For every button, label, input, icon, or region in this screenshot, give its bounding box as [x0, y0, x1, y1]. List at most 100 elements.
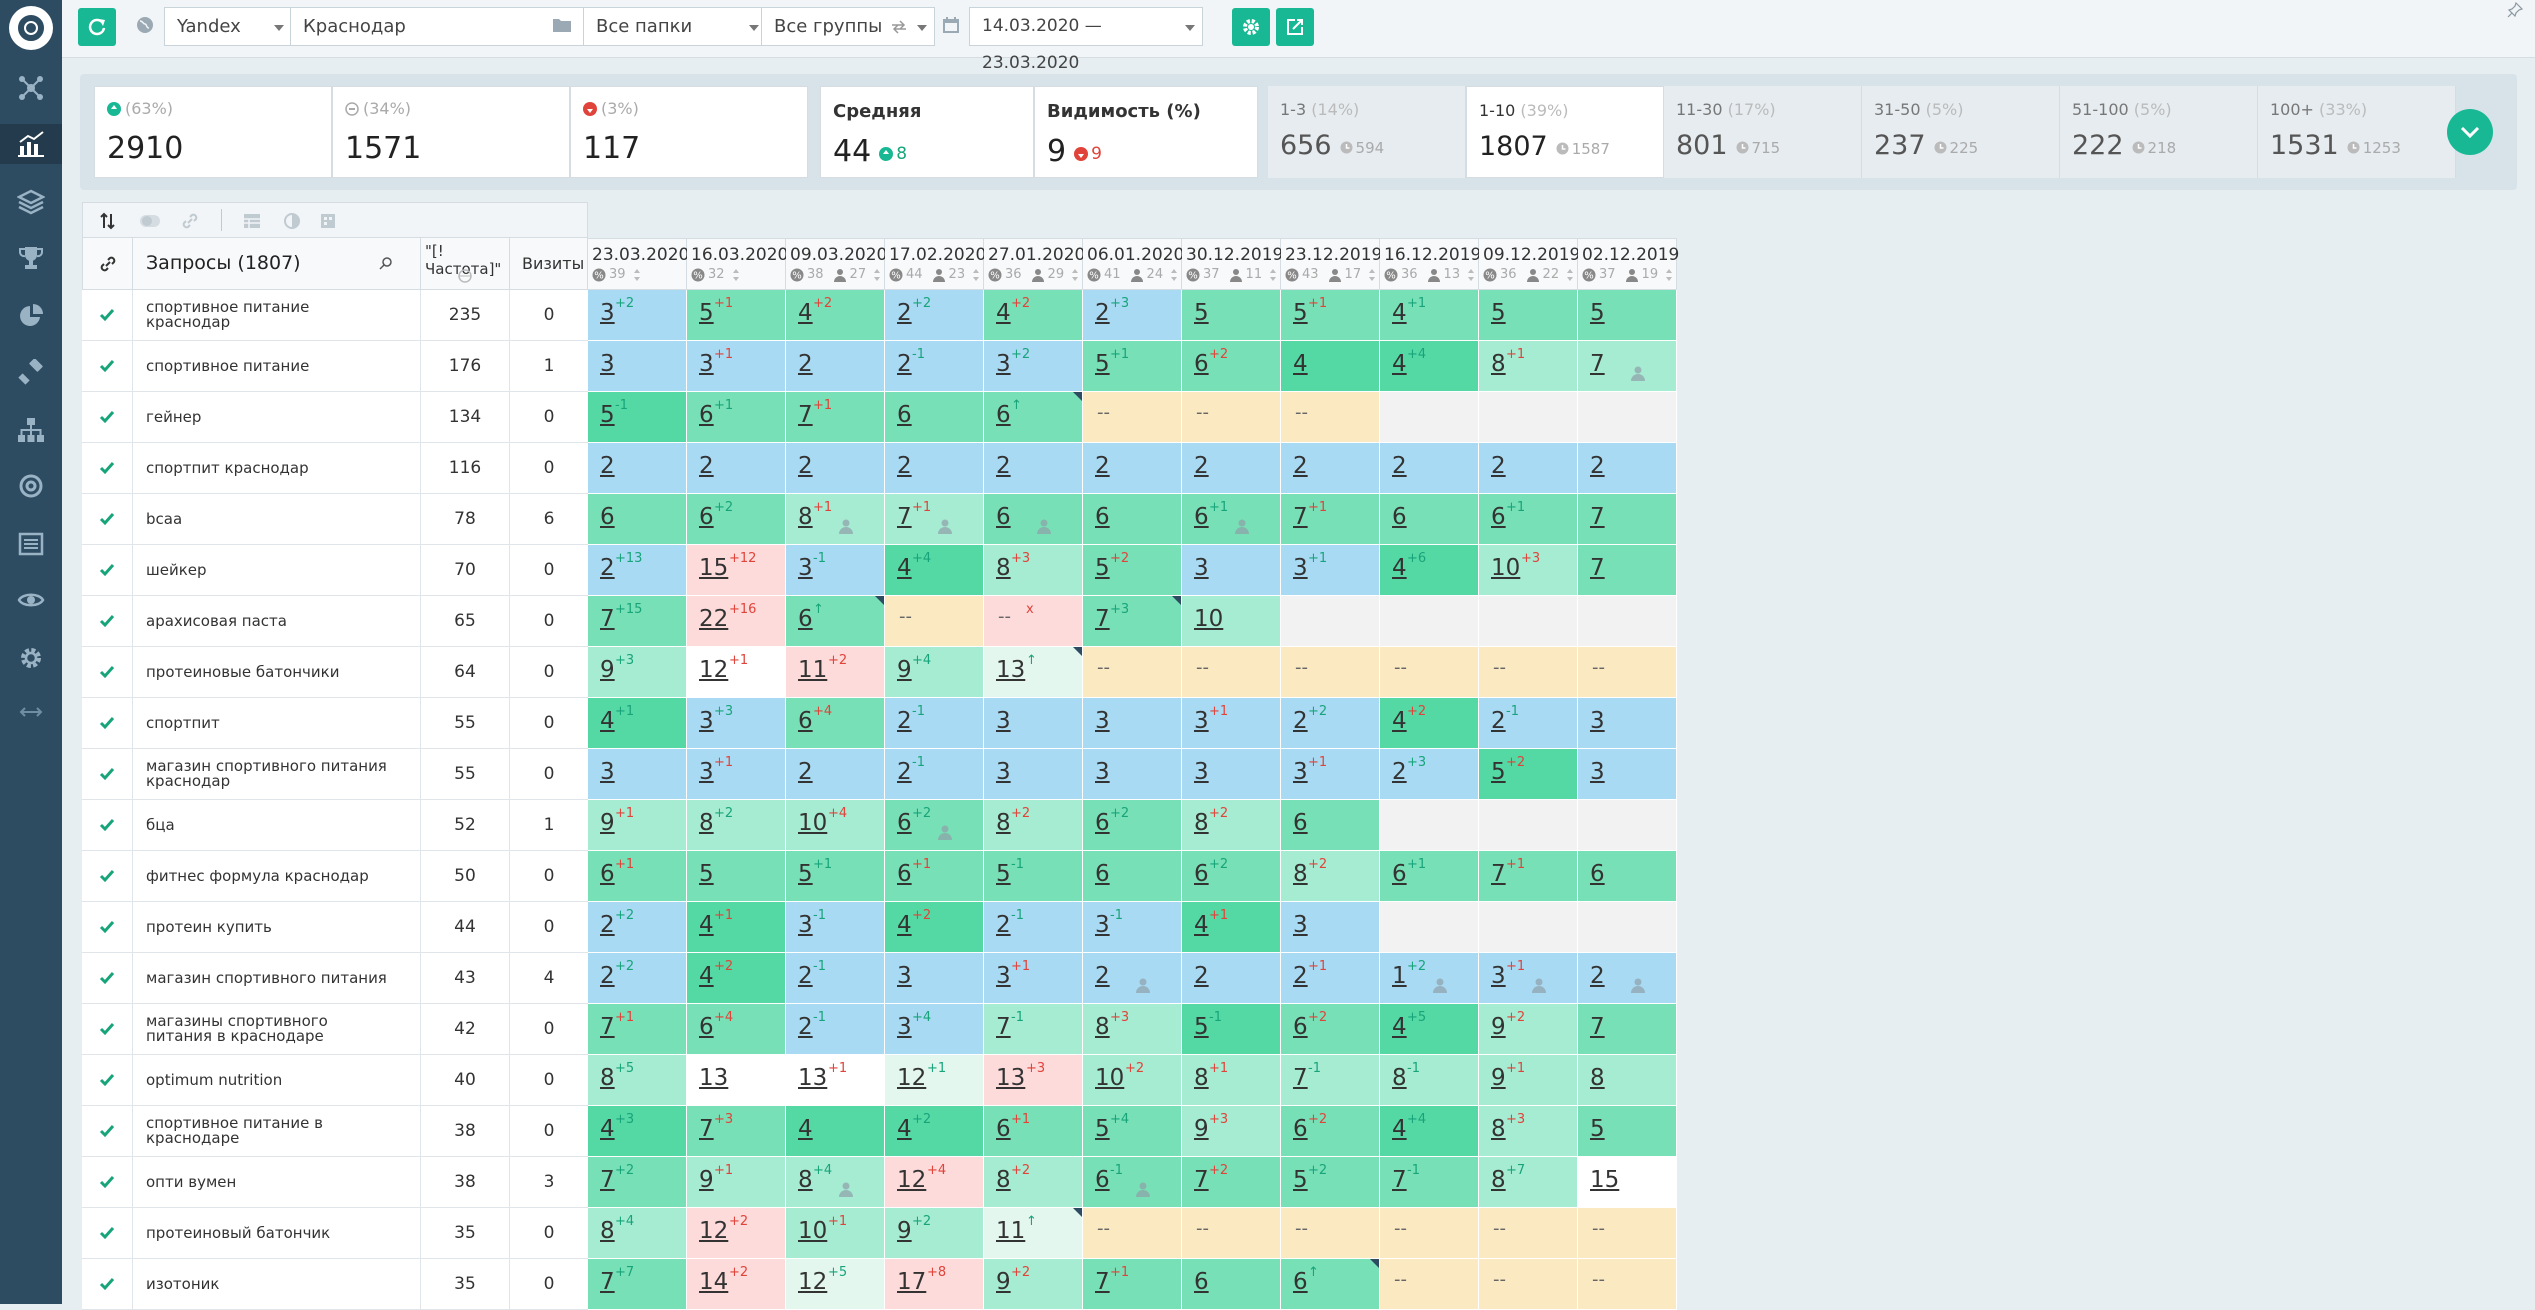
- position-cell[interactable]: 3 -1: [786, 545, 885, 596]
- trophy-icon[interactable]: [11, 238, 51, 278]
- position-cell[interactable]: 11 +2: [786, 647, 885, 698]
- position-value[interactable]: 6: [897, 402, 912, 428]
- position-value[interactable]: 7: [600, 1167, 615, 1193]
- position-cell[interactable]: 9 +2: [1479, 1004, 1578, 1055]
- position-cell[interactable]: 8 +4: [786, 1157, 885, 1208]
- position-cell[interactable]: 4 +4: [885, 545, 984, 596]
- position-cell[interactable]: 2: [885, 443, 984, 494]
- position-cell[interactable]: 2: [1281, 443, 1380, 494]
- position-cell[interactable]: 4 +1: [687, 902, 786, 953]
- position-value[interactable]: 2: [897, 453, 912, 479]
- query-text[interactable]: спортивное питание в краснодаре: [146, 1114, 323, 1147]
- position-cell[interactable]: 8 +5: [588, 1055, 687, 1106]
- position-cell[interactable]: 22 +16: [687, 596, 786, 647]
- toggle-icon[interactable]: [139, 213, 161, 229]
- position-value[interactable]: 2: [897, 300, 912, 326]
- position-cell[interactable]: 2: [1182, 953, 1281, 1004]
- position-value[interactable]: 2: [600, 963, 615, 989]
- position-cell[interactable]: 2 -1: [885, 698, 984, 749]
- position-cell[interactable]: 7: [1578, 341, 1677, 392]
- position-value[interactable]: 5: [996, 861, 1011, 887]
- position-value[interactable]: 2: [1590, 453, 1605, 479]
- position-cell[interactable]: 6 +2: [1182, 851, 1281, 902]
- range-card-5[interactable]: 100+ (33%) 1531 1253: [2258, 86, 2456, 178]
- range-card-2[interactable]: 11-30 (17%) 801 715: [1664, 86, 1862, 178]
- query-text[interactable]: гейнер: [146, 407, 202, 426]
- position-cell[interactable]: 5 -1: [588, 392, 687, 443]
- position-cell[interactable]: 8 +3: [1083, 1004, 1182, 1055]
- position-cell[interactable]: --: [1380, 1259, 1479, 1310]
- table-row[interactable]: спортпит 55 0: [82, 698, 588, 749]
- position-cell[interactable]: 7 +3: [1083, 596, 1182, 647]
- position-value[interactable]: 17: [897, 1269, 927, 1295]
- row-checkbox[interactable]: [82, 596, 133, 646]
- position-cell[interactable]: 4 +2: [885, 902, 984, 953]
- position-value[interactable]: 2: [1194, 963, 1209, 989]
- position-cell[interactable]: 2: [1479, 443, 1578, 494]
- position-value[interactable]: 6: [897, 861, 912, 887]
- position-cell[interactable]: 4 +1: [588, 698, 687, 749]
- position-value[interactable]: 5: [1194, 1014, 1209, 1040]
- position-cell[interactable]: 8 +2: [984, 800, 1083, 851]
- position-value[interactable]: 13: [798, 1065, 828, 1091]
- table-row[interactable]: изотоник 35 0: [82, 1259, 588, 1310]
- table-row[interactable]: опти вумен 38 3: [82, 1157, 588, 1208]
- position-value[interactable]: 8: [996, 555, 1011, 581]
- position-cell[interactable]: 3 +1: [984, 953, 1083, 1004]
- query-text[interactable]: спортивное питание краснодар: [146, 298, 310, 331]
- position-value[interactable]: 3: [1590, 708, 1605, 734]
- groups-select[interactable]: Все группы: [761, 7, 935, 46]
- position-value[interactable]: 3: [699, 759, 714, 785]
- query-text[interactable]: бца: [146, 815, 175, 834]
- position-value[interactable]: 7: [1590, 555, 1605, 581]
- sort-arrows-icon[interactable]: [1565, 268, 1575, 282]
- position-cell[interactable]: 7 +1: [885, 494, 984, 545]
- position-cell[interactable]: --: [885, 596, 984, 647]
- position-cell[interactable]: 3 +2: [984, 341, 1083, 392]
- position-cell[interactable]: 5 -1: [1182, 1004, 1281, 1055]
- table-row[interactable]: спортпит краснодар 116 0: [82, 443, 588, 494]
- position-cell[interactable]: 4 +1: [1380, 290, 1479, 341]
- position-cell[interactable]: 13 ↑: [984, 647, 1083, 698]
- position-cell[interactable]: 7 +7: [588, 1259, 687, 1310]
- position-cell[interactable]: 9 +2: [984, 1259, 1083, 1310]
- position-value[interactable]: 4: [1392, 300, 1407, 326]
- position-cell[interactable]: 6: [1182, 1259, 1281, 1310]
- position-value[interactable]: 2: [1095, 300, 1110, 326]
- position-value[interactable]: 12: [699, 657, 729, 683]
- position-value[interactable]: 7: [1392, 1167, 1407, 1193]
- position-cell[interactable]: 3 +1: [1479, 953, 1578, 1004]
- position-cell[interactable]: 6 +4: [786, 698, 885, 749]
- position-cell[interactable]: 9 +3: [588, 647, 687, 698]
- date-column-header[interactable]: 23.03.2020% 39: [588, 238, 689, 290]
- position-value[interactable]: 6: [1293, 1116, 1308, 1142]
- position-value[interactable]: 15: [1590, 1167, 1620, 1193]
- position-cell[interactable]: 6 +2: [1281, 1004, 1380, 1055]
- position-value[interactable]: 2: [996, 453, 1011, 479]
- position-cell[interactable]: 3: [1578, 698, 1677, 749]
- date-column-header[interactable]: 06.01.2020% 41 24: [1083, 238, 1184, 290]
- position-value[interactable]: 6: [1194, 351, 1209, 377]
- table-row[interactable]: гейнер 134 0: [82, 392, 588, 443]
- position-cell[interactable]: 2: [984, 443, 1083, 494]
- position-cell[interactable]: 8 +1: [1182, 1055, 1281, 1106]
- sort-arrows-icon[interactable]: [731, 268, 741, 282]
- position-value[interactable]: 8: [1095, 1014, 1110, 1040]
- position-cell[interactable]: 3: [1578, 749, 1677, 800]
- position-value[interactable]: 5: [1095, 351, 1110, 377]
- position-value[interactable]: 9: [600, 657, 615, 683]
- date-column-header[interactable]: 30.12.2019% 37 11: [1182, 238, 1283, 290]
- query-text[interactable]: магазин спортивного питания: [146, 968, 387, 987]
- position-cell[interactable]: --: [1182, 392, 1281, 443]
- position-cell[interactable]: 2: [786, 443, 885, 494]
- position-cell[interactable]: 2 -1: [786, 953, 885, 1004]
- table-row[interactable]: арахисовая паста 65 0: [82, 596, 588, 647]
- query-text[interactable]: изотоник: [146, 1274, 220, 1293]
- position-cell[interactable]: 3: [1083, 749, 1182, 800]
- position-value[interactable]: 11: [996, 1218, 1026, 1244]
- frequency-column-header[interactable]: "[!Частота]": [420, 238, 509, 290]
- query-text[interactable]: спортпит: [146, 713, 220, 732]
- tools-icon[interactable]: [11, 352, 51, 392]
- query-text[interactable]: спортивное питание: [146, 356, 310, 375]
- position-cell[interactable]: 14 +2: [687, 1259, 786, 1310]
